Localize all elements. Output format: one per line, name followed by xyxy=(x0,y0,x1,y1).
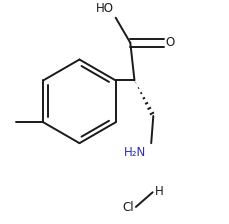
Text: Cl: Cl xyxy=(122,201,133,214)
Text: H: H xyxy=(154,185,163,198)
Text: O: O xyxy=(165,36,174,49)
Text: HO: HO xyxy=(95,2,113,15)
Text: H₂N: H₂N xyxy=(123,146,145,159)
